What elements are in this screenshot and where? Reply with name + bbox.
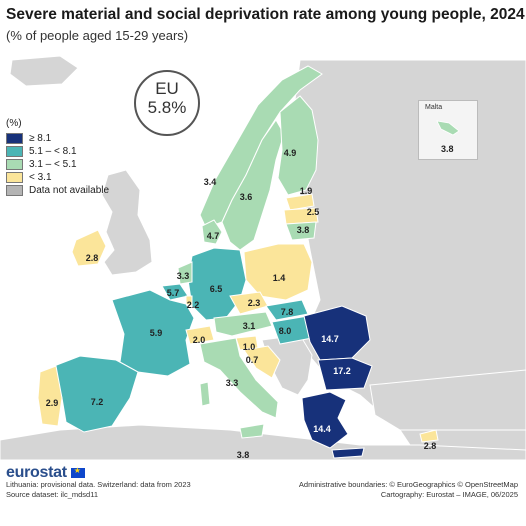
value-label-finland: 4.9 bbox=[283, 148, 297, 158]
value-label-belgium: 5.7 bbox=[166, 288, 180, 298]
legend-swatch bbox=[6, 145, 23, 157]
legend-item: < 3.1 bbox=[6, 171, 109, 183]
region-luxembourg bbox=[185, 295, 193, 307]
value-label-czechia: 2.3 bbox=[247, 298, 261, 308]
malta-inset-name: Malta bbox=[425, 104, 443, 111]
legend-item: 5.1 – < 8.1 bbox=[6, 145, 109, 157]
legend-swatch bbox=[6, 184, 23, 196]
legend-swatch bbox=[6, 132, 23, 144]
value-label-spain: 7.2 bbox=[90, 397, 104, 407]
value-label-greece: 14.4 bbox=[313, 424, 331, 434]
value-label-estonia: 1.9 bbox=[299, 186, 313, 196]
region-lithuania bbox=[285, 221, 317, 241]
value-label-switzerland: 2.0 bbox=[192, 335, 206, 345]
value-label-denmark: 4.7 bbox=[206, 231, 220, 241]
value-label-france: 5.9 bbox=[149, 328, 163, 338]
value-label-cyprus: 2.8 bbox=[423, 441, 437, 451]
eu-value: 5.8% bbox=[147, 98, 187, 117]
region-austria bbox=[213, 311, 273, 337]
legend-unit: (%) bbox=[6, 118, 22, 129]
region-slovakia bbox=[265, 299, 309, 321]
region-portugal bbox=[37, 365, 63, 427]
footer-note-1: Lithuania: provisional data. Switzerland… bbox=[6, 480, 191, 489]
region-bulgaria bbox=[317, 357, 373, 391]
legend-label: < 3.1 bbox=[29, 171, 52, 183]
region-romania bbox=[303, 305, 371, 361]
region-latvia bbox=[283, 207, 319, 225]
legend-label: 5.1 – < 8.1 bbox=[29, 145, 77, 157]
value-label-slovakia: 7.8 bbox=[280, 307, 294, 317]
region-denmark bbox=[201, 219, 223, 245]
land-uk bbox=[101, 169, 153, 276]
value-label-ireland: 2.8 bbox=[85, 253, 99, 263]
value-label-germany: 6.5 bbox=[209, 284, 223, 294]
region-poland bbox=[243, 243, 313, 301]
map-title: Severe material and social deprivation r… bbox=[6, 6, 525, 23]
map-legend: (%) ≥ 8.1 5.1 – < 8.1 3.1 – < 5.1 < 3.1 … bbox=[6, 118, 109, 197]
footer-notes: Lithuania: provisional data. Switzerland… bbox=[6, 480, 191, 500]
legend-label: 3.1 – < 5.1 bbox=[29, 158, 77, 170]
region-greece bbox=[301, 391, 349, 449]
eu-average-badge: EU 5.8% bbox=[134, 70, 200, 136]
region-spain bbox=[53, 355, 139, 433]
value-label-sweden: 3.6 bbox=[239, 192, 253, 202]
region-sicily bbox=[239, 423, 265, 439]
logo-text: eurostat bbox=[6, 464, 67, 481]
value-label-hungary: 8.0 bbox=[278, 326, 292, 336]
region-cyprus bbox=[419, 429, 439, 443]
region-crete bbox=[331, 447, 365, 459]
value-label-portugal: 2.9 bbox=[45, 398, 59, 408]
value-label-netherlands: 3.3 bbox=[176, 271, 190, 281]
map-subtitle: (% of people aged 15-29 years) bbox=[6, 28, 189, 43]
region-germany bbox=[187, 247, 247, 321]
eu-label: EU bbox=[155, 79, 179, 98]
value-label-austria: 3.1 bbox=[242, 321, 256, 331]
region-ireland bbox=[71, 229, 107, 267]
value-label-latvia: 2.5 bbox=[306, 207, 320, 217]
legend-swatch bbox=[6, 158, 23, 170]
region-finland bbox=[277, 95, 319, 196]
legend-item: ≥ 8.1 bbox=[6, 132, 109, 144]
value-label-bulgaria: 17.2 bbox=[333, 366, 351, 376]
legend-swatch bbox=[6, 171, 23, 183]
legend-label: Data not available bbox=[29, 184, 110, 196]
eurostat-logo: eurostat bbox=[6, 464, 85, 482]
footer-note-2: Source dataset: ilc_mdsd11 bbox=[6, 490, 98, 499]
land-africa bbox=[0, 424, 526, 460]
value-label-croatia: 0.7 bbox=[245, 355, 259, 365]
europe-map bbox=[0, 55, 526, 460]
land-turkey bbox=[369, 369, 526, 431]
region-estonia bbox=[285, 193, 315, 211]
eu-flag-icon bbox=[70, 466, 85, 478]
value-label-lithuania: 3.8 bbox=[296, 225, 310, 235]
land-iceland bbox=[9, 55, 79, 87]
value-label-romania: 14.7 bbox=[321, 334, 339, 344]
region-switzerland bbox=[185, 325, 215, 345]
value-label-slovenia: 1.0 bbox=[242, 342, 256, 352]
region-france bbox=[111, 289, 195, 377]
footer-credit-2: Cartography: Eurostat – IMAGE, 06/2025 bbox=[380, 490, 518, 499]
legend-label: ≥ 8.1 bbox=[29, 132, 52, 144]
region-italy bbox=[199, 337, 279, 419]
malta-shape bbox=[436, 120, 460, 136]
value-label-malta-mainland: 3.8 bbox=[236, 450, 250, 460]
legend-item: Data not available bbox=[6, 184, 109, 196]
legend-item: 3.1 – < 5.1 bbox=[6, 158, 109, 170]
footer-credit-1: Administrative boundaries: © EuroGeograp… bbox=[298, 480, 518, 489]
malta-value: 3.8 bbox=[441, 144, 454, 154]
region-croatia bbox=[243, 345, 281, 379]
value-label-italy: 3.3 bbox=[225, 378, 239, 388]
malta-inset: Malta 3.8 bbox=[418, 100, 478, 160]
footer-credits: Administrative boundaries: © EuroGeograp… bbox=[299, 480, 518, 500]
region-sardinia bbox=[199, 381, 211, 407]
value-label-poland: 1.4 bbox=[272, 273, 286, 283]
region-netherlands bbox=[177, 261, 193, 285]
value-label-luxembourg: 2.2 bbox=[186, 300, 200, 310]
value-label-norway: 3.4 bbox=[203, 177, 217, 187]
